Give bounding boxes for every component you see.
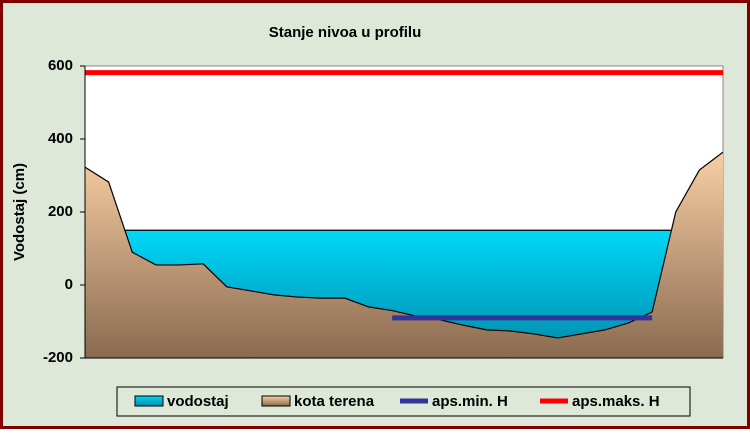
legend-label: vodostaj [167, 393, 229, 410]
legend-label: aps.maks. H [572, 393, 660, 410]
area [85, 152, 723, 358]
y-axis-title: Vodostaj (cm) [11, 163, 28, 261]
area-outline [84, 151, 724, 339]
y-tick-label: 200 [48, 203, 73, 220]
legend-swatch [261, 395, 291, 407]
y-tick-label: 400 [48, 130, 73, 147]
legend-label: aps.min. H [432, 393, 508, 410]
y-tick-label: 0 [65, 276, 73, 293]
legend-label: kota terena [294, 393, 375, 410]
y-tick-label: -200 [43, 349, 73, 366]
chart-title: Stanje nivoa u profilu [269, 24, 422, 41]
legend-swatch [134, 395, 164, 407]
y-tick-label: 600 [48, 57, 73, 74]
